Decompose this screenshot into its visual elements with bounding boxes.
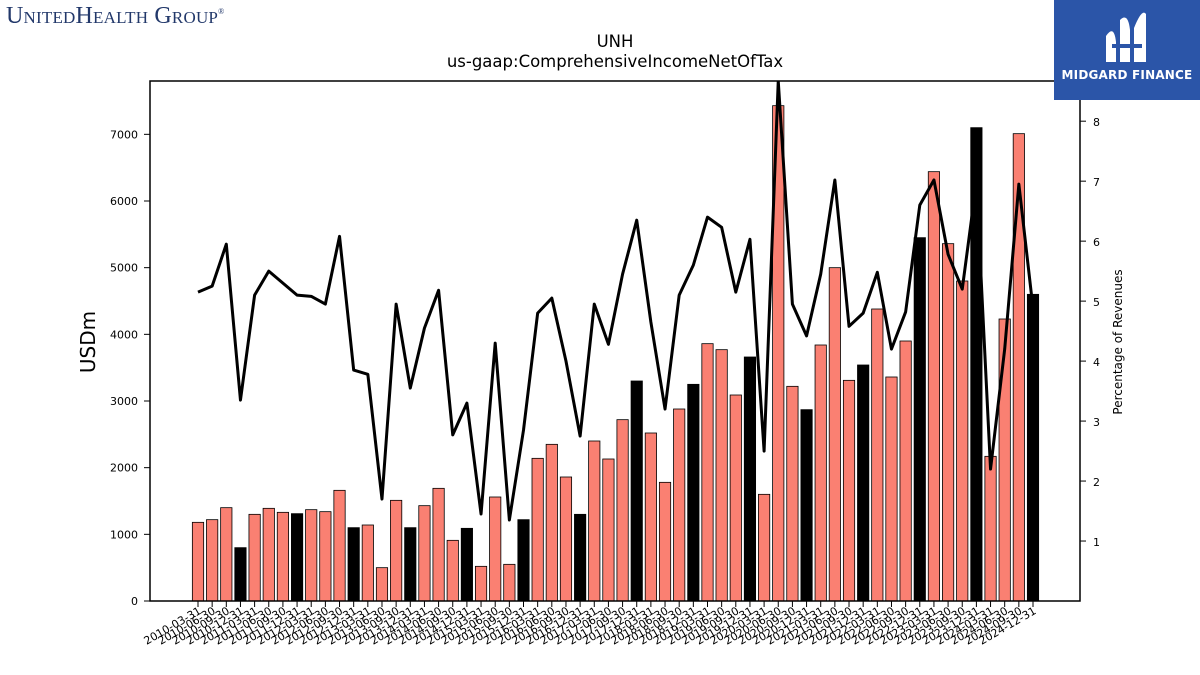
line-group bbox=[197, 81, 1035, 522]
bar-quarter bbox=[871, 308, 884, 602]
bar-quarter bbox=[588, 440, 601, 602]
y-axis-title-right: Percentage of Revenues bbox=[1111, 269, 1125, 414]
bar-quarter bbox=[191, 521, 205, 602]
chart-title: UNH bbox=[596, 32, 634, 51]
bar-quarter bbox=[899, 340, 912, 602]
bar-quarter bbox=[531, 457, 544, 602]
bar-quarter bbox=[828, 267, 841, 602]
bar-quarter bbox=[701, 343, 714, 602]
unitedhealth-group-logo: UnitedHealth Group® bbox=[6, 3, 224, 30]
bar-quarter bbox=[885, 376, 898, 602]
bar-quarter bbox=[984, 455, 997, 602]
bar-annual bbox=[460, 527, 473, 602]
bar-quarter bbox=[333, 489, 346, 602]
bar-quarter bbox=[1012, 133, 1025, 602]
bar-quarter bbox=[729, 394, 742, 602]
bar-quarter bbox=[262, 507, 275, 602]
y-tick-label: 0 bbox=[131, 595, 138, 608]
y2-tick-label: 2 bbox=[1093, 476, 1100, 489]
y-tick-label: 1000 bbox=[110, 528, 138, 541]
bar-annual bbox=[574, 513, 587, 602]
bar-quarter bbox=[474, 565, 488, 602]
midgard-mark-icon bbox=[1106, 12, 1146, 63]
bar-quarter bbox=[814, 344, 827, 602]
bar-quarter bbox=[319, 511, 332, 602]
bar-annual bbox=[404, 527, 417, 602]
bar-quarter bbox=[616, 419, 629, 602]
bar-quarter bbox=[446, 539, 459, 602]
midgard-finance-text: MIDGARD FINANCE bbox=[1061, 68, 1193, 82]
midgard-finance-logo: MIDGARD FINANCE bbox=[1054, 0, 1200, 100]
bar-quarter bbox=[390, 499, 403, 602]
bar-quarter bbox=[602, 458, 615, 602]
bar-quarter bbox=[206, 519, 219, 602]
y2-tick-label: 6 bbox=[1093, 236, 1100, 249]
bar-quarter bbox=[644, 432, 657, 602]
y2-tick-label: 4 bbox=[1093, 356, 1100, 369]
y-tick-label: 7000 bbox=[110, 128, 138, 141]
bar-quarter bbox=[375, 567, 389, 602]
y2-tick-label: 7 bbox=[1093, 176, 1100, 189]
bar-annual bbox=[234, 547, 247, 602]
bar-quarter bbox=[248, 513, 261, 602]
y-tick-label: 4000 bbox=[110, 328, 138, 341]
plot-frame bbox=[149, 80, 1081, 602]
y-tick-label: 5000 bbox=[110, 262, 138, 275]
chart-title-block: UNH us-gaap:ComprehensiveIncomeNetOfTax bbox=[300, 32, 930, 72]
bar-annual bbox=[1026, 293, 1040, 602]
y2-tick-label: 8 bbox=[1093, 116, 1100, 129]
bar-quarter bbox=[545, 443, 558, 602]
registered-mark: ® bbox=[218, 7, 225, 16]
y2-tick-label: 3 bbox=[1093, 416, 1100, 429]
bar-quarter bbox=[842, 379, 856, 602]
y2-tick-label: 5 bbox=[1093, 296, 1100, 309]
y-tick-label: 6000 bbox=[110, 195, 138, 208]
left-logo-text: UnitedHealth Group bbox=[6, 3, 219, 29]
bar-quarter bbox=[942, 243, 955, 602]
bar-quarter bbox=[658, 481, 672, 602]
bar-annual bbox=[291, 513, 304, 602]
bar-annual bbox=[687, 383, 700, 602]
bar-annual bbox=[913, 237, 926, 602]
bar-quarter bbox=[276, 511, 289, 602]
bar-quarter bbox=[503, 563, 516, 602]
bar-quarter bbox=[758, 493, 771, 602]
bar-quarter bbox=[489, 496, 502, 602]
bar-quarter bbox=[432, 487, 445, 602]
chart-subtitle: us-gaap:ComprehensiveIncomeNetOfTax bbox=[446, 52, 784, 71]
axes-group: 0100020003000400050006000700012345678201… bbox=[110, 80, 1100, 648]
bar-quarter bbox=[361, 524, 374, 602]
y2-tick-label: 1 bbox=[1093, 536, 1100, 549]
bar-quarter bbox=[927, 171, 940, 602]
bar-quarter bbox=[418, 505, 431, 602]
bar-annual bbox=[630, 380, 643, 602]
bar-annual bbox=[517, 519, 530, 602]
bar-quarter bbox=[673, 408, 686, 602]
y-tick-label: 2000 bbox=[110, 462, 138, 475]
bar-annual bbox=[857, 364, 870, 602]
y-axis-title-left: USDm bbox=[76, 311, 100, 373]
bar-quarter bbox=[715, 349, 728, 602]
bar-quarter bbox=[956, 280, 969, 602]
bar-annual bbox=[347, 527, 360, 602]
y-tick-label: 3000 bbox=[110, 395, 138, 408]
bar-annual bbox=[743, 356, 757, 602]
bar-quarter bbox=[305, 509, 318, 602]
bar-quarter bbox=[220, 507, 233, 602]
bar-annual bbox=[800, 409, 813, 602]
percentage-of-revenues-line bbox=[197, 81, 1035, 522]
bar-group bbox=[191, 105, 1040, 602]
bar-quarter bbox=[559, 476, 573, 602]
bar-quarter bbox=[786, 385, 799, 602]
